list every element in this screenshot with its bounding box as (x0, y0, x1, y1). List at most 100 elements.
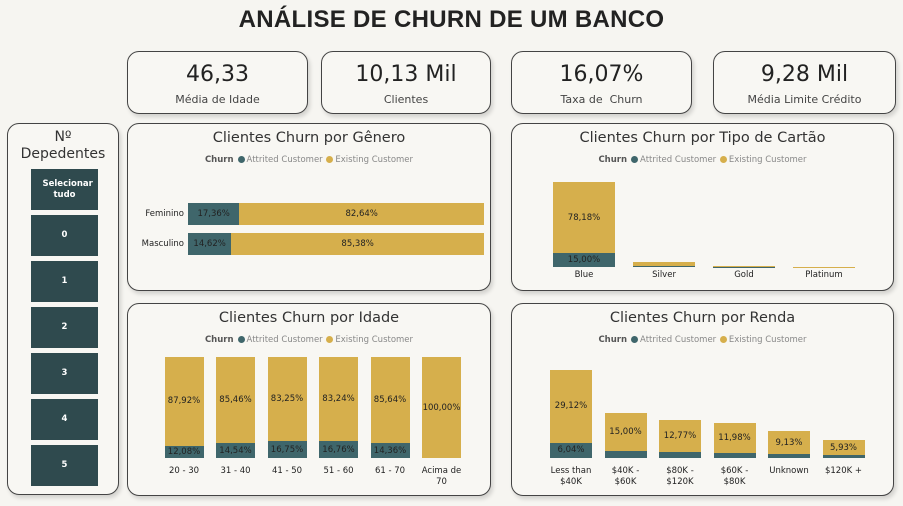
legend-attrited: Attrited Customer (640, 335, 717, 345)
bar-existing (633, 261, 695, 267)
bar-existing (319, 357, 358, 442)
category-label: 20 - 30 (168, 466, 200, 476)
kpi-value: 10,13 Mil (355, 62, 457, 87)
data-label-attrited: 14,36% (373, 445, 407, 456)
chart-income-plot: 6,04% 29,12% Less than $40K 15,00% $40K - $6… (512, 304, 895, 497)
kpi-value: 16,07% (559, 62, 644, 87)
kpi-card-clientes: 10,13 Mil Clientes (321, 51, 491, 114)
kpi-value: 9,28 Mil (760, 62, 849, 87)
attrited-dot-icon (237, 335, 245, 343)
legend-title: Churn (204, 335, 234, 345)
slicer-item-label: 3 (61, 368, 68, 379)
legend-existing: Existing Customer (335, 155, 414, 165)
bar-attrited (550, 442, 592, 458)
slicer-title-line2: Depedentes (20, 146, 106, 162)
data-label-existing: 11,98% (718, 433, 751, 444)
data-label-attrited: 16,76% (322, 444, 355, 455)
data-label-existing: 83,24% (322, 394, 355, 405)
category-label: $80K - $120K (666, 466, 694, 487)
data-label-existing: 29,12% (554, 401, 588, 412)
bar-existing (239, 203, 484, 225)
data-label-attrited: 14,54% (219, 445, 252, 456)
bar-existing (822, 440, 865, 455)
panel-title: Clientes Churn por Idade (218, 310, 400, 326)
data-label-existing: 9,13% (775, 437, 803, 448)
slicer-item-4[interactable]: 4 (31, 399, 98, 440)
legend-attrited: Attrited Customer (246, 335, 323, 345)
panel-title: Clientes Churn por Renda (609, 310, 796, 326)
bar-attrited (659, 451, 701, 458)
existing-dot-icon (719, 335, 727, 343)
data-label-existing: 83,25% (270, 394, 304, 405)
data-label-attrited: 6,04% (557, 445, 585, 456)
page-title: ANÁLISE DE CHURN DE UM BANCO (238, 6, 665, 33)
data-label-existing: 12,77% (663, 431, 697, 441)
bar-attrited (216, 443, 255, 458)
slicer-item-label: Selecionar tudo (42, 178, 93, 200)
bar-existing (267, 357, 307, 442)
bar-attrited (633, 266, 695, 267)
legend-title: Churn (204, 155, 234, 165)
panel-title: Clientes Churn por Tipo de Cartão (579, 130, 826, 146)
chart-card-plot: 15,00% 78,18% Blue Silver Gold Platinum (512, 124, 895, 292)
slicer-item-2[interactable]: 2 (31, 307, 98, 348)
kpi-label: Média de Idade (175, 93, 260, 106)
legend-existing: Existing Customer (728, 335, 807, 345)
category-label: $60K - $80K (720, 466, 749, 487)
attrited-dot-icon (631, 155, 639, 163)
category-label: Feminino (145, 209, 184, 219)
slicer-item-selecionar-tudo[interactable]: Selecionar tudo (31, 169, 98, 210)
panel-title: Clientes Churn por Gênero (212, 130, 406, 146)
existing-dot-icon (326, 335, 334, 343)
panel-churn-idade: Clientes Churn por Idade Churn Attrited C… (127, 303, 491, 496)
data-label-existing: 78,18% (567, 212, 601, 223)
slicer-item-label: 2 (61, 322, 68, 333)
data-label-existing: 85,64% (373, 395, 407, 406)
legend-attrited: Attrited Customer (246, 155, 323, 165)
category-label: Masculino (141, 239, 184, 249)
panel-churn-cartao: Clientes Churn por Tipo de Cartão Churn A… (511, 123, 894, 291)
kpi-label: Clientes (383, 93, 429, 106)
data-label-existing: 85,38% (341, 239, 374, 249)
data-label-attrited: 15,00% (567, 255, 601, 266)
data-label-existing: 85,46% (219, 395, 252, 406)
slicer-item-label: 4 (61, 414, 68, 425)
data-label-existing: 100,00% (422, 402, 461, 413)
slicer-item-1[interactable]: 1 (31, 261, 98, 302)
slicer-dependentes: Nº Depedentes Selecionar tudo 0 1 2 3 4 … (7, 123, 119, 495)
chart-legend: Churn Attrited Customer Existing Customer (128, 335, 490, 345)
slicer-item-0[interactable]: 0 (31, 215, 98, 256)
attrited-dot-icon (237, 155, 245, 163)
bar-existing (422, 357, 461, 458)
bar-attrited (713, 453, 756, 458)
data-label-attrited: 12,08% (167, 446, 201, 457)
bar-existing (553, 182, 615, 254)
data-label-existing: 82,64% (345, 209, 378, 219)
bar-existing (164, 357, 204, 446)
data-label-attrited: 14,62% (193, 239, 226, 249)
slicer-item-5[interactable]: 5 (31, 445, 98, 486)
data-label-attrited: 17,36% (197, 209, 230, 219)
legend-existing: Existing Customer (728, 155, 807, 165)
category-label: 51 - 60 (323, 466, 354, 476)
existing-dot-icon (719, 155, 727, 163)
slicer-title-line1: Nº (54, 129, 72, 145)
kpi-label: Taxa de Churn (560, 93, 643, 106)
panel-churn-renda: Clientes Churn por Renda Churn Attrited C… (511, 303, 894, 496)
bar-existing (216, 357, 255, 444)
bar-existing (659, 420, 701, 452)
bar-attrited (822, 454, 865, 458)
bar-attrited (370, 443, 410, 458)
data-label-existing: 5,93% (829, 442, 858, 453)
legend-title: Churn (598, 155, 628, 165)
chart-legend: Churn Attrited Customer Existing Customer (512, 335, 893, 345)
bar-attrited (768, 453, 810, 458)
bar-attrited (164, 445, 204, 458)
slicer-item-3[interactable]: 3 (31, 353, 98, 394)
bar-attrited (604, 450, 647, 458)
kpi-card-taxa-churn: 16,07% Taxa de Churn (511, 51, 692, 114)
slicer-item-label: 5 (61, 460, 68, 471)
bar-existing (231, 233, 484, 255)
bar-existing (604, 413, 647, 451)
category-label: $120K + (824, 466, 863, 476)
